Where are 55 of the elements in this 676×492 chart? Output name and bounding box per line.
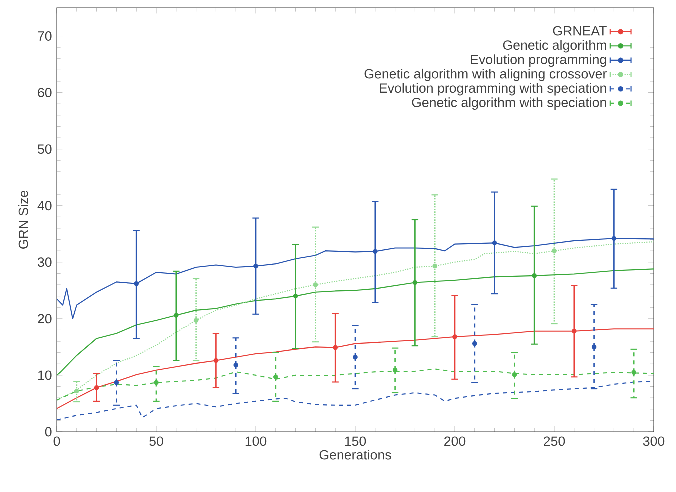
y-axis-title: GRN Size <box>18 190 28 249</box>
y-tick-label: 0 <box>45 427 52 437</box>
point <box>412 280 418 286</box>
point <box>392 368 398 373</box>
legend-label: Evolution programming with speciation <box>380 83 606 96</box>
point <box>372 249 378 254</box>
point <box>632 370 636 376</box>
y-tick-label: 20 <box>38 314 52 324</box>
x-tick-label: 200 <box>444 436 466 446</box>
point <box>114 380 120 386</box>
point <box>492 240 498 246</box>
point <box>74 388 80 394</box>
point <box>353 354 358 360</box>
point <box>214 358 219 364</box>
point <box>134 281 140 286</box>
point <box>174 313 179 318</box>
point <box>552 248 557 254</box>
x-tick-label: 300 <box>643 436 665 446</box>
y-tick-label: 60 <box>38 88 52 98</box>
point <box>94 385 100 390</box>
point <box>154 380 159 386</box>
point <box>452 334 458 340</box>
point <box>572 328 577 334</box>
legend-label: Genetic algorithm <box>503 40 606 53</box>
point <box>333 345 338 350</box>
point <box>194 318 199 324</box>
y-tick-label: 30 <box>38 258 52 268</box>
x-tick-label: 150 <box>345 436 366 446</box>
x-tick-label: 50 <box>150 436 164 446</box>
point <box>612 236 617 242</box>
point <box>532 274 537 278</box>
legend-label: Genetic algorithm with speciation <box>412 98 606 110</box>
point <box>313 282 318 288</box>
x-axis-title: Generations <box>320 450 392 460</box>
point <box>254 264 258 269</box>
line-series <box>57 328 654 410</box>
point <box>432 264 438 269</box>
point <box>592 344 597 350</box>
y-tick-label: 50 <box>38 144 52 154</box>
point <box>273 374 278 380</box>
y-tick-label: 10 <box>38 370 52 380</box>
y-tick-label: 70 <box>38 32 52 41</box>
x-tick-label: 250 <box>544 436 566 446</box>
legend-label: Genetic algorithm with aligning crossover <box>364 68 607 82</box>
point <box>472 341 478 346</box>
legend-label: Evolution programming <box>471 54 606 68</box>
x-tick-label: 100 <box>246 436 267 446</box>
legend-label: GRNEAT <box>553 26 607 36</box>
line-series <box>57 268 654 376</box>
line-series <box>57 368 654 401</box>
point <box>293 294 298 299</box>
x-tick-label: 0 <box>54 436 60 446</box>
point <box>512 372 518 378</box>
point <box>234 362 239 368</box>
y-tick-label: 40 <box>38 201 52 211</box>
